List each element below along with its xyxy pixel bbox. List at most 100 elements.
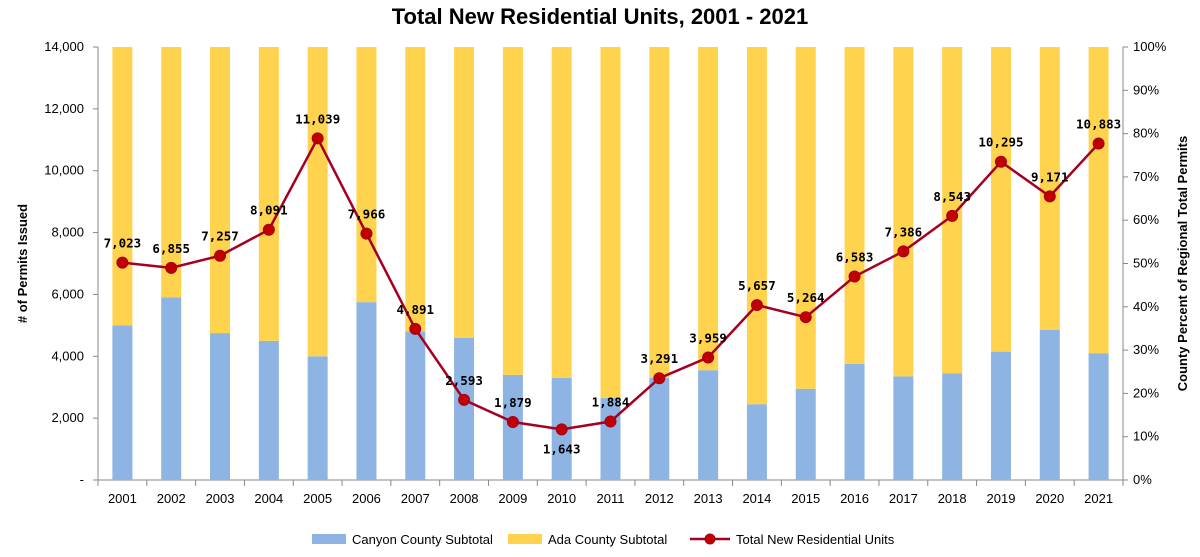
y2-tick-label: 10% bbox=[1133, 429, 1159, 444]
total-point bbox=[165, 261, 178, 274]
total-point bbox=[994, 155, 1007, 168]
y2-tick-label: 20% bbox=[1133, 385, 1159, 400]
data-label: 5,264 bbox=[787, 290, 825, 305]
data-label: 6,855 bbox=[152, 241, 190, 256]
total-point bbox=[1092, 137, 1105, 150]
total-point bbox=[604, 415, 617, 428]
x-tick-label: 2014 bbox=[742, 491, 771, 506]
bar-canyon bbox=[307, 356, 328, 480]
y2-tick-label: 40% bbox=[1133, 299, 1159, 314]
x-tick-label: 2015 bbox=[791, 491, 820, 506]
bar-ada bbox=[698, 47, 719, 371]
x-tick-label: 2021 bbox=[1084, 491, 1113, 506]
data-label: 1,643 bbox=[543, 441, 581, 456]
bar-canyon bbox=[112, 325, 133, 480]
bar-canyon bbox=[161, 297, 182, 480]
data-label: 3,291 bbox=[640, 351, 678, 366]
x-tick-label: 2001 bbox=[108, 491, 137, 506]
data-label: 5,657 bbox=[738, 278, 776, 293]
bar-canyon bbox=[258, 340, 279, 480]
bar-canyon bbox=[1039, 329, 1060, 480]
y-tick-label: 10,000 bbox=[44, 163, 84, 178]
x-tick-label: 2005 bbox=[303, 491, 332, 506]
x-tick-label: 2004 bbox=[254, 491, 283, 506]
bar-ada bbox=[210, 47, 231, 334]
total-point bbox=[799, 311, 812, 324]
bar-ada bbox=[454, 47, 475, 338]
x-tick-label: 2002 bbox=[157, 491, 186, 506]
total-point bbox=[214, 249, 227, 262]
y2-tick-label: 0% bbox=[1133, 472, 1152, 487]
x-tick-label: 2008 bbox=[450, 491, 479, 506]
legend-swatch-total-marker bbox=[704, 533, 716, 545]
bar-canyon bbox=[1088, 353, 1109, 480]
bar-canyon bbox=[844, 364, 865, 480]
y-axis-title: # of Permits Issued bbox=[15, 204, 30, 323]
total-point bbox=[897, 245, 910, 258]
x-tick-label: 2012 bbox=[645, 491, 674, 506]
x-tick-label: 2011 bbox=[597, 491, 625, 506]
total-point bbox=[946, 209, 959, 222]
data-label: 7,023 bbox=[104, 236, 142, 251]
bar-canyon bbox=[893, 376, 914, 480]
bar-canyon bbox=[942, 373, 963, 480]
total-point bbox=[750, 299, 763, 312]
data-label: 6,583 bbox=[836, 249, 874, 264]
data-label: 2,593 bbox=[445, 373, 483, 388]
bar-ada bbox=[990, 47, 1011, 352]
legend-swatch-ada bbox=[508, 534, 542, 544]
bar-ada bbox=[893, 47, 914, 377]
bar-canyon bbox=[405, 331, 426, 480]
legend-swatch-canyon bbox=[312, 534, 346, 544]
y2-tick-label: 70% bbox=[1133, 169, 1159, 184]
data-label: 8,091 bbox=[250, 203, 288, 218]
x-tick-label: 2017 bbox=[889, 491, 918, 506]
bar-ada bbox=[795, 47, 816, 389]
data-label: 4,891 bbox=[396, 302, 434, 317]
bar-ada bbox=[746, 47, 767, 405]
x-tick-label: 2006 bbox=[352, 491, 381, 506]
chart-title: Total New Residential Units, 2001 - 2021 bbox=[391, 4, 809, 29]
total-point bbox=[458, 393, 471, 406]
y2-tick-label: 30% bbox=[1133, 342, 1159, 357]
legend-label-canyon: Canyon County Subtotal bbox=[352, 532, 493, 547]
total-point bbox=[848, 270, 861, 283]
y2-tick-label: 80% bbox=[1133, 126, 1159, 141]
y2-axis-title: County Percent of Regional Total Permits bbox=[1175, 136, 1190, 391]
bar-ada bbox=[307, 47, 328, 357]
total-point bbox=[262, 223, 275, 236]
bar-canyon bbox=[600, 398, 621, 480]
total-point bbox=[555, 423, 568, 436]
y-tick-label: 14,000 bbox=[44, 39, 84, 54]
data-label: 1,879 bbox=[494, 395, 532, 410]
bar-ada bbox=[356, 47, 377, 303]
data-label: 9,171 bbox=[1031, 169, 1069, 184]
bar-canyon bbox=[990, 351, 1011, 480]
bar-ada bbox=[1039, 47, 1060, 330]
bar-ada bbox=[844, 47, 865, 365]
bar-canyon bbox=[210, 333, 231, 480]
data-label: 7,386 bbox=[885, 224, 923, 239]
x-tick-label: 2018 bbox=[938, 491, 967, 506]
y-tick-label: 6,000 bbox=[51, 286, 84, 301]
y2-tick-label: 50% bbox=[1133, 256, 1159, 271]
bar-canyon bbox=[454, 337, 475, 480]
x-tick-label: 2013 bbox=[694, 491, 723, 506]
bar-ada bbox=[1088, 47, 1109, 354]
bar-canyon bbox=[698, 370, 719, 480]
bar-canyon bbox=[746, 404, 767, 480]
bar-ada bbox=[161, 47, 182, 298]
bar-ada bbox=[551, 47, 572, 378]
x-tick-label: 2009 bbox=[498, 491, 527, 506]
y-tick-label: 12,000 bbox=[44, 101, 84, 116]
bar-canyon bbox=[356, 302, 377, 480]
y2-tick-label: 100% bbox=[1133, 39, 1167, 54]
total-point bbox=[506, 415, 519, 428]
bar-ada bbox=[649, 47, 670, 378]
x-tick-label: 2020 bbox=[1035, 491, 1064, 506]
x-tick-label: 2010 bbox=[547, 491, 576, 506]
y-tick-label: 4,000 bbox=[51, 348, 84, 363]
x-tick-label: 2019 bbox=[987, 491, 1016, 506]
y2-tick-label: 60% bbox=[1133, 212, 1159, 227]
